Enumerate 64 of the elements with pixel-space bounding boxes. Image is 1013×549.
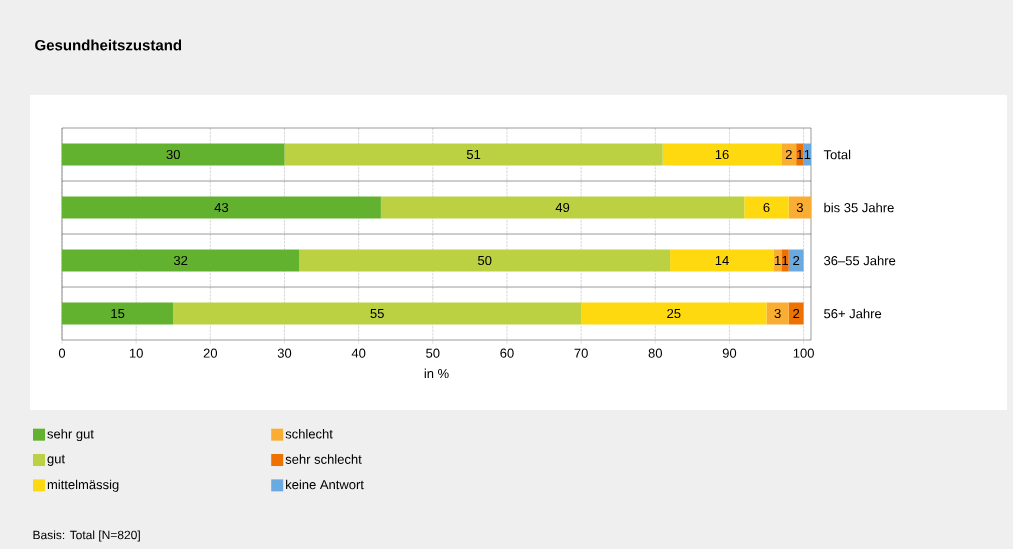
bar <box>781 143 797 166</box>
legend-label: sehr gut <box>47 428 94 442</box>
bar <box>670 249 774 272</box>
bar <box>766 302 789 325</box>
x-tick-label: 0 <box>58 348 66 358</box>
data-label: 6 <box>763 202 770 213</box>
data-label: 3 <box>774 308 781 319</box>
bar <box>662 143 782 166</box>
bar <box>173 302 582 325</box>
x-tick-label: 60 <box>500 348 514 358</box>
data-label: 50 <box>477 255 492 266</box>
x-tick-label: 100 <box>793 348 814 358</box>
data-label: 32 <box>173 255 188 266</box>
x-tick-label: 50 <box>426 348 440 358</box>
bar <box>62 196 381 219</box>
bar <box>581 302 767 325</box>
data-label: 1 <box>797 150 803 159</box>
x-tick-label: 20 <box>203 348 218 358</box>
data-label: 49 <box>555 202 570 213</box>
data-label: 2 <box>793 255 800 266</box>
x-tick-label: 10 <box>129 348 143 358</box>
bar <box>796 143 804 166</box>
data-label: 30 <box>166 149 180 160</box>
legend-label: sehr schlecht <box>285 454 362 464</box>
data-label: 25 <box>667 308 681 319</box>
x-axis-title: in % <box>424 368 449 379</box>
x-tick-label: 80 <box>648 348 662 358</box>
data-label: 51 <box>466 149 481 160</box>
data-label: 1 <box>804 150 811 159</box>
y-tick-label: 36–55 Jahre <box>824 255 896 266</box>
bar <box>299 249 671 272</box>
data-label: 1 <box>775 256 781 265</box>
bar <box>781 249 789 272</box>
bar <box>788 249 804 272</box>
x-tick-label: 70 <box>574 348 588 358</box>
bar <box>62 249 300 272</box>
data-label: 1 <box>782 256 789 265</box>
bar <box>62 143 285 166</box>
data-label: 2 <box>785 149 792 160</box>
x-tick-label: 90 <box>722 348 737 358</box>
data-label: 55 <box>370 308 384 319</box>
legend-label: gut <box>47 454 65 466</box>
data-label: 3 <box>796 202 803 213</box>
bar <box>380 196 745 219</box>
x-tick-label: 30 <box>277 348 292 358</box>
data-label: 2 <box>793 308 800 319</box>
data-label: 15 <box>111 308 125 319</box>
legend-label: mittelmässig <box>47 479 119 492</box>
bar <box>62 302 174 325</box>
text: Basis: Total [N=820] <box>33 530 140 542</box>
y-tick-label: Total <box>823 149 851 160</box>
bar <box>744 196 789 219</box>
legend-label: schlecht <box>285 428 333 439</box>
bar <box>788 302 804 325</box>
data-label: 14 <box>715 256 729 265</box>
x-tick-label: 40 <box>351 348 366 358</box>
y-tick-label: bis 35 Jahre <box>824 202 894 213</box>
legend-label: keine Antwort <box>286 479 364 490</box>
y-tick-label: 56+ Jahre <box>824 308 882 319</box>
chart-title: Gesundheitszustand <box>35 39 182 51</box>
bar <box>788 196 812 219</box>
data-label: 43 <box>214 202 229 213</box>
data-label: 16 <box>715 149 729 160</box>
bar <box>284 143 663 166</box>
